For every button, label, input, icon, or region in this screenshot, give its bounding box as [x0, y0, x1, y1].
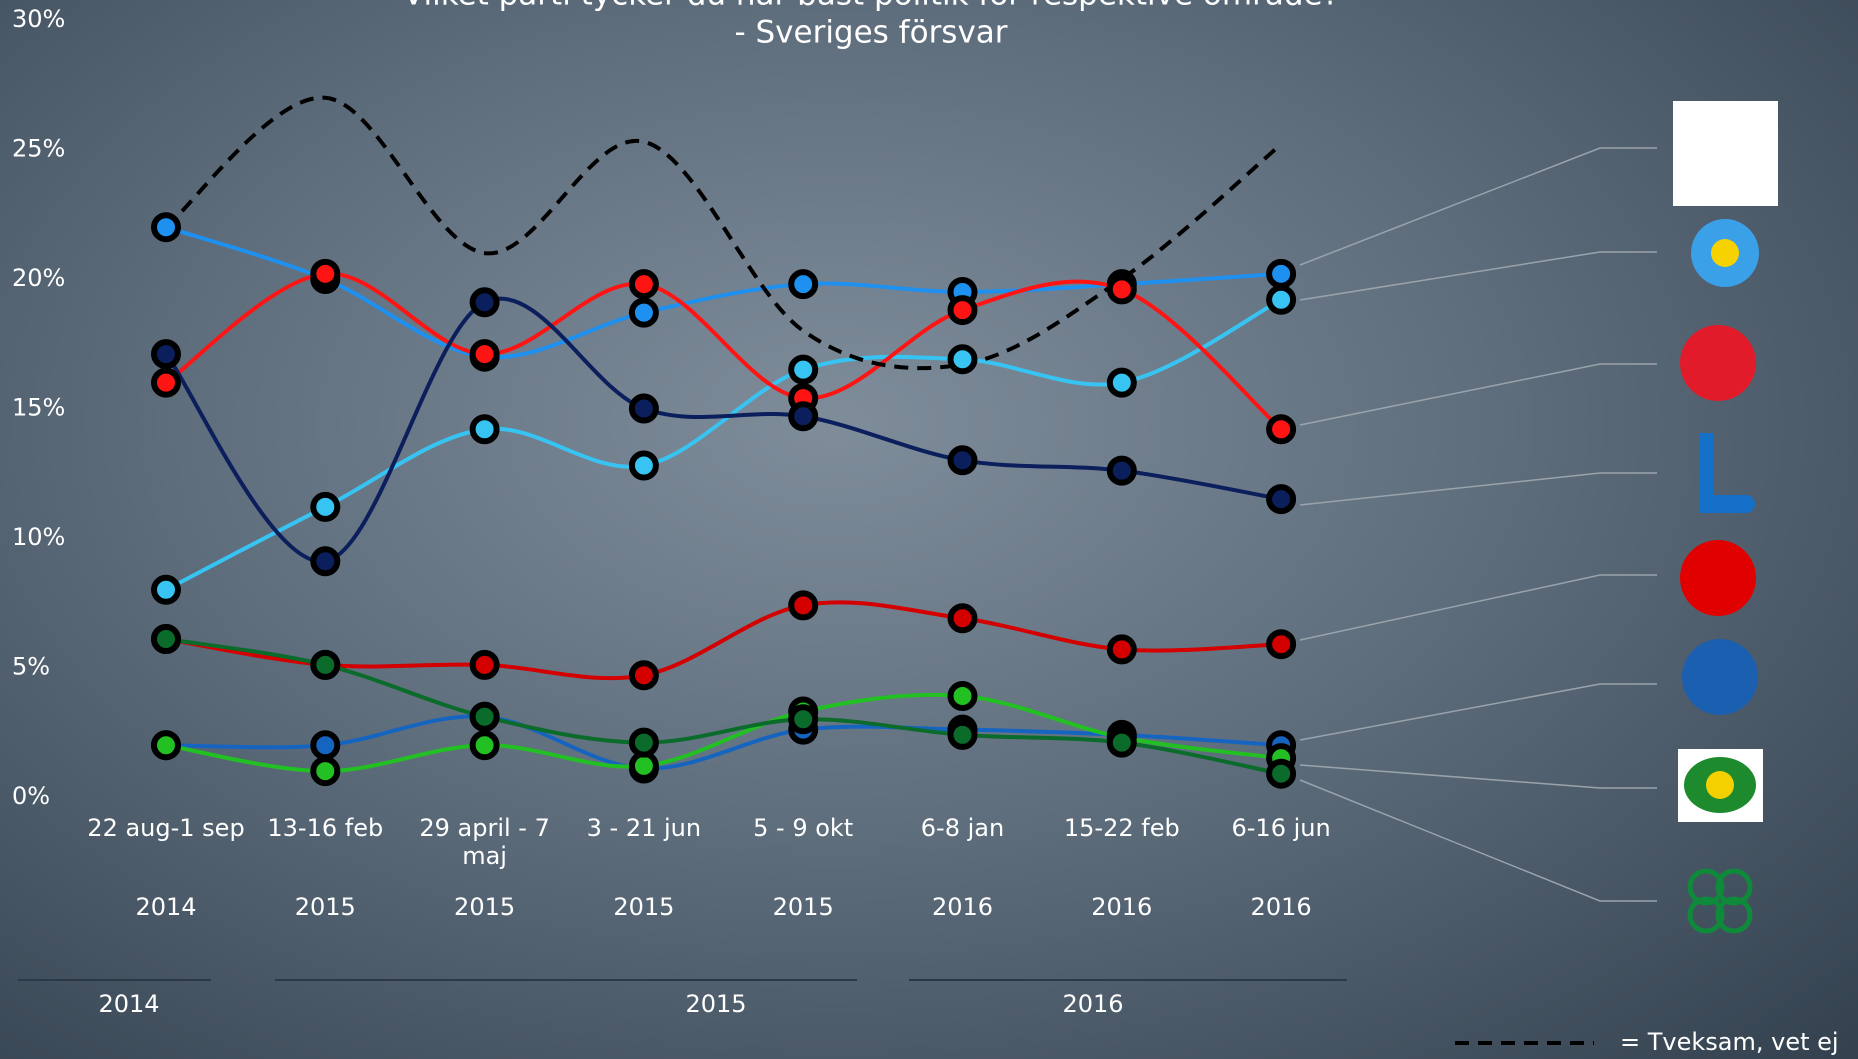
x-year-label: 2014 — [135, 893, 197, 921]
marker — [788, 401, 819, 432]
series-line — [165, 600, 1282, 681]
x-year-label: 2016 — [1091, 893, 1153, 921]
marker — [151, 574, 181, 605]
x-year-label: 2015 — [454, 893, 516, 921]
marker — [947, 344, 978, 375]
chart-subtitle: - Sveriges försvar — [734, 15, 1007, 51]
marker — [947, 603, 978, 634]
marker — [1106, 634, 1137, 665]
marker — [1266, 414, 1297, 445]
marker — [628, 269, 659, 300]
marker — [310, 491, 341, 522]
marker — [469, 414, 500, 445]
legend-label: = Tveksam, vet ej — [1620, 1028, 1839, 1056]
y-tick-label: 30% — [12, 5, 65, 33]
marker — [310, 546, 341, 577]
marker — [788, 354, 819, 385]
y-tick-label: 0% — [12, 782, 50, 810]
marker — [1266, 484, 1297, 515]
marker — [151, 367, 181, 398]
series-line — [164, 271, 1283, 431]
x-year-label: 2016 — [1250, 893, 1312, 921]
marker — [469, 701, 500, 732]
x-tick-label: 3 - 21 jun — [586, 814, 702, 842]
logo-sd-center — [1711, 239, 1739, 267]
logos — [1673, 101, 1778, 934]
logo-m — [1673, 101, 1778, 206]
series-line — [165, 297, 1283, 592]
lines — [164, 95, 1283, 776]
x-tick-label: 6-16 jun — [1231, 814, 1331, 842]
series-line — [165, 637, 1282, 776]
marker — [151, 212, 181, 243]
marker — [628, 297, 659, 328]
logo-c — [1687, 868, 1753, 934]
logo-l — [1700, 433, 1714, 513]
marker — [628, 660, 659, 691]
year-group: 2015 — [685, 990, 746, 1018]
marker — [947, 295, 978, 326]
x-tick-label: 29 april - 7 maj — [419, 814, 550, 870]
series-line — [165, 692, 1282, 774]
logo-s — [1680, 325, 1756, 401]
year-group: 2014 — [98, 990, 159, 1018]
marker — [310, 649, 341, 680]
series-line — [165, 225, 1282, 360]
x-tick-label: 6-8 jan — [920, 814, 1005, 842]
x-year-label: 2015 — [613, 893, 675, 921]
logo-l-foot — [1700, 495, 1755, 513]
year-group: 2016 — [1062, 990, 1123, 1018]
marker — [310, 730, 341, 761]
marker — [788, 704, 819, 735]
x-year-label: 2016 — [931, 893, 994, 921]
marker — [1266, 258, 1297, 289]
dashed-line — [164, 95, 1283, 371]
marker — [1266, 629, 1297, 660]
marker — [1266, 284, 1297, 315]
marker — [151, 339, 181, 370]
marker — [628, 727, 659, 758]
marker — [151, 730, 181, 761]
marker — [1266, 758, 1297, 789]
marker — [947, 445, 978, 476]
marker — [947, 680, 978, 711]
x-tick-label: 15-22 feb — [1063, 814, 1180, 842]
x-year-label: 2015 — [294, 893, 356, 921]
marker — [310, 258, 341, 289]
marker — [1106, 367, 1137, 398]
marker — [947, 719, 978, 750]
logo-v — [1680, 540, 1756, 616]
marker — [1106, 274, 1137, 305]
logo-kd — [1682, 639, 1758, 715]
marker — [1106, 727, 1137, 758]
marker — [788, 590, 819, 621]
marker — [469, 730, 500, 761]
x-tick-label: 13-16 feb — [267, 814, 384, 842]
marker — [628, 450, 659, 481]
marker — [151, 624, 181, 655]
y-tick-label: 15% — [12, 394, 65, 422]
marker — [469, 287, 500, 318]
y-tick-label: 20% — [12, 264, 65, 292]
marker — [310, 756, 341, 787]
connectors — [1299, 147, 1657, 902]
chart-title: Vilket parti tycker du har bäst politik … — [403, 0, 1339, 13]
x-year-label: 2015 — [772, 893, 834, 921]
x-tick-label: 22 aug-1 sep — [87, 814, 245, 842]
marker — [469, 339, 500, 370]
x-tick-label: 5 - 9 okt — [753, 814, 854, 842]
y-tick-label: 10% — [12, 523, 65, 551]
logo-mp-flower — [1706, 771, 1734, 799]
y-tick-label: 5% — [12, 653, 50, 681]
marker — [469, 649, 500, 680]
series-line — [164, 296, 1282, 564]
marker — [628, 393, 659, 424]
markers — [151, 212, 1297, 789]
y-tick-label: 25% — [12, 135, 65, 163]
marker — [788, 269, 819, 300]
marker — [1106, 455, 1137, 486]
